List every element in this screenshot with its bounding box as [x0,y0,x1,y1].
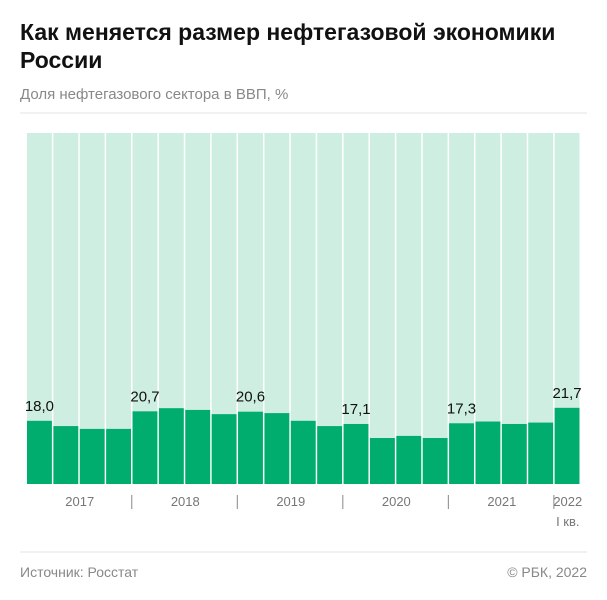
bar [264,413,290,484]
bar [211,414,237,484]
x-tick-label: 2019 [276,494,306,509]
bar-background [396,133,422,484]
copyright: © РБК, 2022 [507,564,587,580]
bar-background [317,133,343,484]
bar [501,423,527,484]
bar [317,426,343,484]
bar [238,411,263,484]
chart-title: Как меняется размер нефтегазовой экономи… [20,19,556,73]
value-label: 17,3 [447,400,476,417]
value-label: 18,0 [25,398,54,415]
bar [53,426,79,484]
bar [27,420,52,484]
value-label: 20,7 [130,388,159,405]
bar-background [369,133,395,484]
bar-background [53,133,79,484]
bar [158,408,184,484]
bar-background [422,133,448,484]
chart-subtitle: Доля нефтегазового сектора в ВВП, % [20,86,289,103]
bar [290,420,316,484]
bar [79,428,105,484]
x-tick-label: 2018 [170,494,200,509]
x-tick-label: 2017 [65,494,95,509]
bar [132,411,158,484]
x-tick-label: 2022 I кв. [553,494,583,529]
bar [106,428,132,484]
bar [475,421,501,484]
value-label: 17,1 [341,401,370,418]
bar [185,409,211,484]
bar [554,407,580,484]
bar-background [79,133,105,484]
bar-background [106,133,132,484]
bar [369,438,395,484]
source: Источник: Росстат [20,564,139,580]
value-label: 21,7 [552,385,581,402]
bar [422,438,448,484]
x-tick-label: 2020 [381,494,411,509]
x-tick-label: 2021 [487,494,517,509]
bar [343,423,369,484]
bar [528,422,554,484]
value-label: 20,6 [236,389,265,406]
bar [449,423,474,484]
bar [396,435,422,484]
